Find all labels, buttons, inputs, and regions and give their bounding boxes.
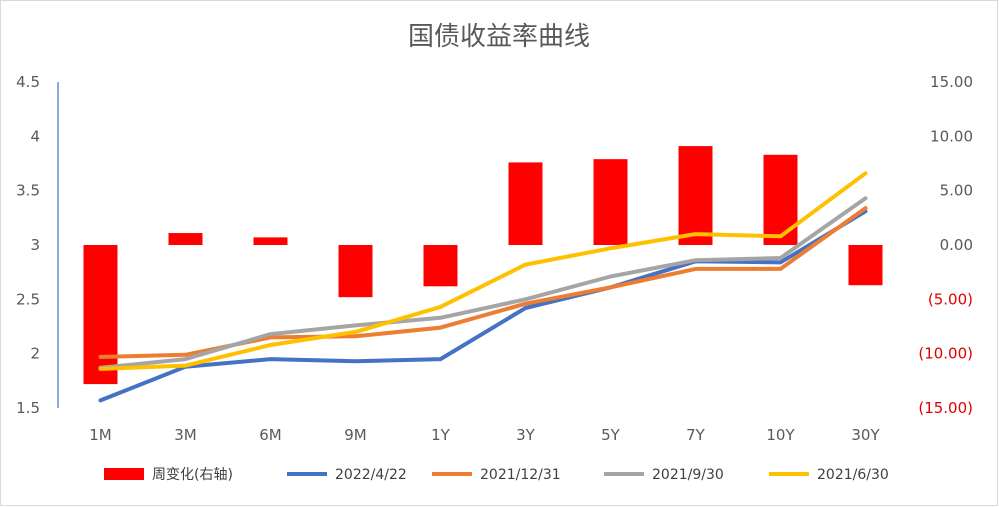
bar-10Y (763, 154, 798, 245)
x-tick-label: 6M (259, 426, 282, 444)
left-tick-label: 3.5 (16, 182, 40, 200)
bar-6M (253, 237, 288, 245)
x-tick-label: 7Y (686, 426, 706, 444)
x-tick-label: 3M (174, 426, 197, 444)
x-tick-label: 1Y (431, 426, 451, 444)
bar-3Y (508, 162, 543, 245)
right-tick-label: (15.00) (918, 399, 973, 417)
right-axis-ticks: (15.00) (10.00) (5.00) 0.00 5.00 10.00 15.00 (918, 73, 973, 417)
right-tick-label: (10.00) (918, 345, 973, 363)
x-tick-label: 5Y (601, 426, 621, 444)
left-axis-ticks: 1.5 2 2.5 3 3.5 4 4.5 (16, 73, 40, 417)
legend-label: 周变化(右轴) (152, 467, 233, 483)
right-tick-label: 5.00 (940, 182, 973, 200)
line-series-1 (98, 209, 868, 403)
bar-7Y (678, 146, 713, 245)
line-series-4 (98, 171, 868, 371)
left-tick-label: 4.5 (16, 73, 40, 91)
left-tick-label: 1.5 (16, 399, 40, 417)
x-tick-label: 3Y (516, 426, 536, 444)
bar-3M (168, 233, 203, 245)
x-tick-label: 10Y (766, 426, 795, 444)
legend-label: 2021/9/30 (652, 467, 724, 483)
x-tick-label: 30Y (851, 426, 880, 444)
right-tick-label: (5.00) (928, 290, 973, 308)
left-tick-label: 4 (30, 127, 40, 145)
legend-label: 2021/12/31 (480, 467, 561, 483)
bar-1M (83, 245, 118, 385)
legend-swatch-bar (104, 468, 144, 480)
left-tick-label: 2 (30, 345, 40, 363)
right-tick-label: 0.00 (940, 236, 973, 254)
line-series-group (98, 171, 868, 403)
x-axis-ticks: 1M 3M 6M 9M 1Y 3Y 5Y 7Y 10Y 30Y (89, 426, 880, 444)
legend-label: 2022/4/22 (335, 467, 407, 483)
bar-30Y (848, 245, 883, 286)
legend-label: 2021/6/30 (817, 467, 889, 483)
bar-9M (338, 245, 373, 298)
left-tick-label: 3 (30, 236, 40, 254)
legend: 周变化(右轴) 2022/4/22 2021/12/31 2021/9/30 2021/… (104, 467, 889, 483)
left-tick-label: 2.5 (16, 290, 40, 308)
right-tick-label: 15.00 (930, 73, 973, 91)
chart-title: 国债收益率曲线 (408, 22, 590, 52)
x-tick-label: 9M (344, 426, 367, 444)
line-series-3 (98, 196, 868, 370)
bar-1Y (423, 245, 458, 287)
right-tick-label: 10.00 (930, 127, 973, 145)
bar-series-group (83, 146, 883, 385)
bar-5Y (593, 159, 628, 245)
x-tick-label: 1M (89, 426, 112, 444)
